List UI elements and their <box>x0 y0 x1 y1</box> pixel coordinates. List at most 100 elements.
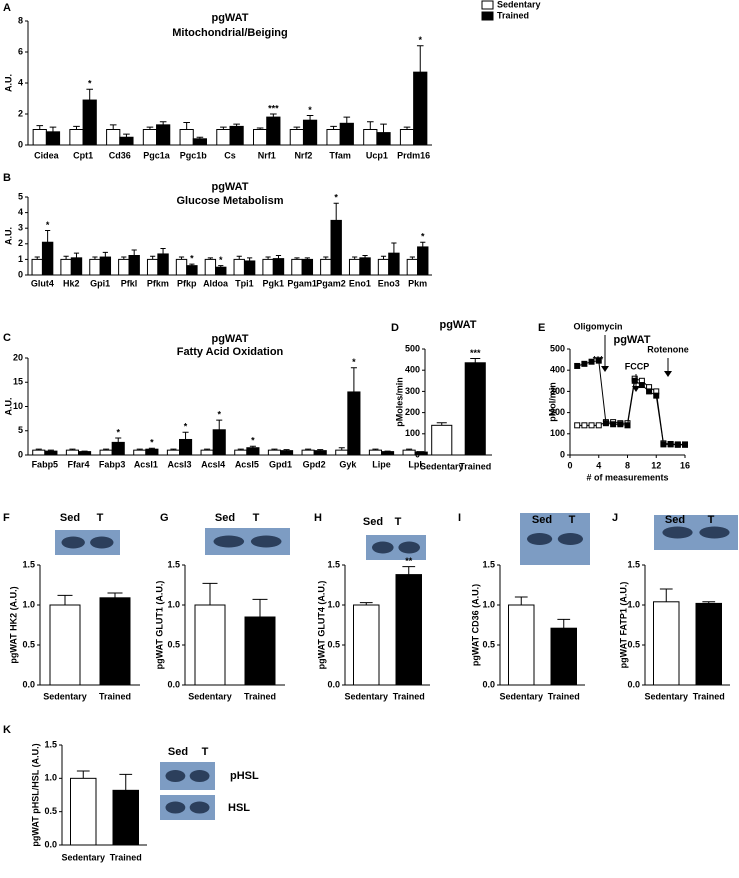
axis <box>27 358 432 456</box>
y-tick-label: 1 <box>18 254 23 264</box>
y-tick-label: 400 <box>550 365 565 375</box>
x-tick-label: Pgam1 <box>287 278 317 288</box>
bar <box>204 258 217 276</box>
blot-label: T <box>708 514 715 526</box>
error-bar <box>150 255 156 260</box>
x-tick-label: Trained <box>99 691 131 701</box>
panel-letter: I <box>458 512 461 524</box>
x-tick-label: Lipe <box>372 459 391 469</box>
y-axis-label: pgWAT HK2 (A.U.) <box>8 586 18 663</box>
chart-subtitle: Fatty Acid Oxidation <box>177 346 284 358</box>
y-tick-label: 300 <box>550 386 565 396</box>
bar <box>215 266 227 276</box>
blot-label: Sed <box>363 516 383 528</box>
error-bar <box>294 257 300 260</box>
blot-label: T <box>202 746 209 758</box>
point <box>660 441 667 448</box>
significance: * <box>418 35 422 45</box>
error-bar <box>265 256 271 260</box>
point <box>646 388 653 395</box>
bar <box>272 258 285 276</box>
chart-title: pgWAT <box>613 334 650 346</box>
bar <box>695 602 722 686</box>
point <box>653 392 660 399</box>
arrow-head <box>664 371 672 377</box>
blot-label: T <box>253 512 260 524</box>
blot-label: HSL <box>228 802 250 814</box>
y-tick-label: 4 <box>18 207 23 217</box>
error-bar <box>409 256 415 260</box>
point <box>667 441 674 448</box>
bar <box>246 447 260 456</box>
bar <box>146 258 159 276</box>
y-tick-label: 1.5 <box>22 559 35 569</box>
error-bar <box>338 447 345 451</box>
significance: * <box>219 255 223 265</box>
x-tick-label: Pfkl <box>121 278 138 288</box>
y-tick-label: 0.5 <box>167 639 180 649</box>
significance: * <box>46 220 50 230</box>
error-bar <box>305 448 312 451</box>
panel-letter: H <box>314 512 322 524</box>
x-tick-label: Hk2 <box>63 278 80 288</box>
x-tick-label: Cs <box>224 150 236 160</box>
error-bar <box>343 116 351 124</box>
error-bar <box>92 256 98 260</box>
chart-title: pgWAT <box>211 333 248 345</box>
error-bar <box>380 123 387 133</box>
chart-title: pgWAT <box>211 181 248 193</box>
error-bar <box>148 447 155 450</box>
significance: * <box>190 253 194 263</box>
y-tick-label: 15 <box>13 377 23 387</box>
error-bar <box>271 448 278 451</box>
bar <box>406 258 419 276</box>
bar <box>377 258 390 276</box>
error-bar <box>123 133 130 138</box>
annotation: Rotenone <box>647 344 689 354</box>
chart-title: pgWAT <box>211 12 248 24</box>
error-bar <box>247 257 253 261</box>
y-tick-label: 20 <box>13 352 23 362</box>
y-tick-label: 1.5 <box>167 559 180 569</box>
bar <box>142 129 158 146</box>
bar <box>41 241 54 276</box>
y-tick-label: 4 <box>18 77 23 87</box>
y-tick-label: 6 <box>18 46 23 56</box>
error-bar <box>216 419 223 430</box>
y-tick-label: 5 <box>18 425 23 435</box>
bar <box>431 424 453 456</box>
error-bar <box>45 230 51 243</box>
error-bar <box>249 445 256 448</box>
y-tick-label: 100 <box>405 428 420 438</box>
panel-letter: J <box>612 512 618 524</box>
error-bar <box>119 773 133 791</box>
arrow-head <box>632 386 640 392</box>
point <box>610 421 617 428</box>
bar <box>291 258 303 276</box>
blot-band <box>398 541 421 554</box>
bar <box>363 129 378 146</box>
error-bar <box>403 126 411 130</box>
significance: *** <box>268 103 279 113</box>
bar <box>179 438 193 456</box>
x-tick-label: Sedentary <box>43 691 87 701</box>
bar <box>464 362 486 456</box>
x-tick-label: Trained <box>244 691 276 701</box>
blot-band <box>90 536 114 549</box>
bar <box>267 449 282 456</box>
bar <box>335 449 349 456</box>
panel-letter: C <box>3 332 11 344</box>
y-tick-label: 2 <box>18 108 23 118</box>
error-bar <box>350 367 357 392</box>
bar <box>106 129 121 146</box>
y-tick-label: 0.5 <box>22 639 35 649</box>
bar <box>78 451 92 456</box>
point <box>638 382 645 389</box>
error-bar <box>416 45 424 73</box>
y-tick-label: 0.0 <box>327 679 340 689</box>
significance: * <box>217 409 221 419</box>
x-tick-label: Tpi1 <box>235 278 254 288</box>
x-tick-label: Pfkm <box>147 278 169 288</box>
blot-label: Sed <box>665 514 685 526</box>
